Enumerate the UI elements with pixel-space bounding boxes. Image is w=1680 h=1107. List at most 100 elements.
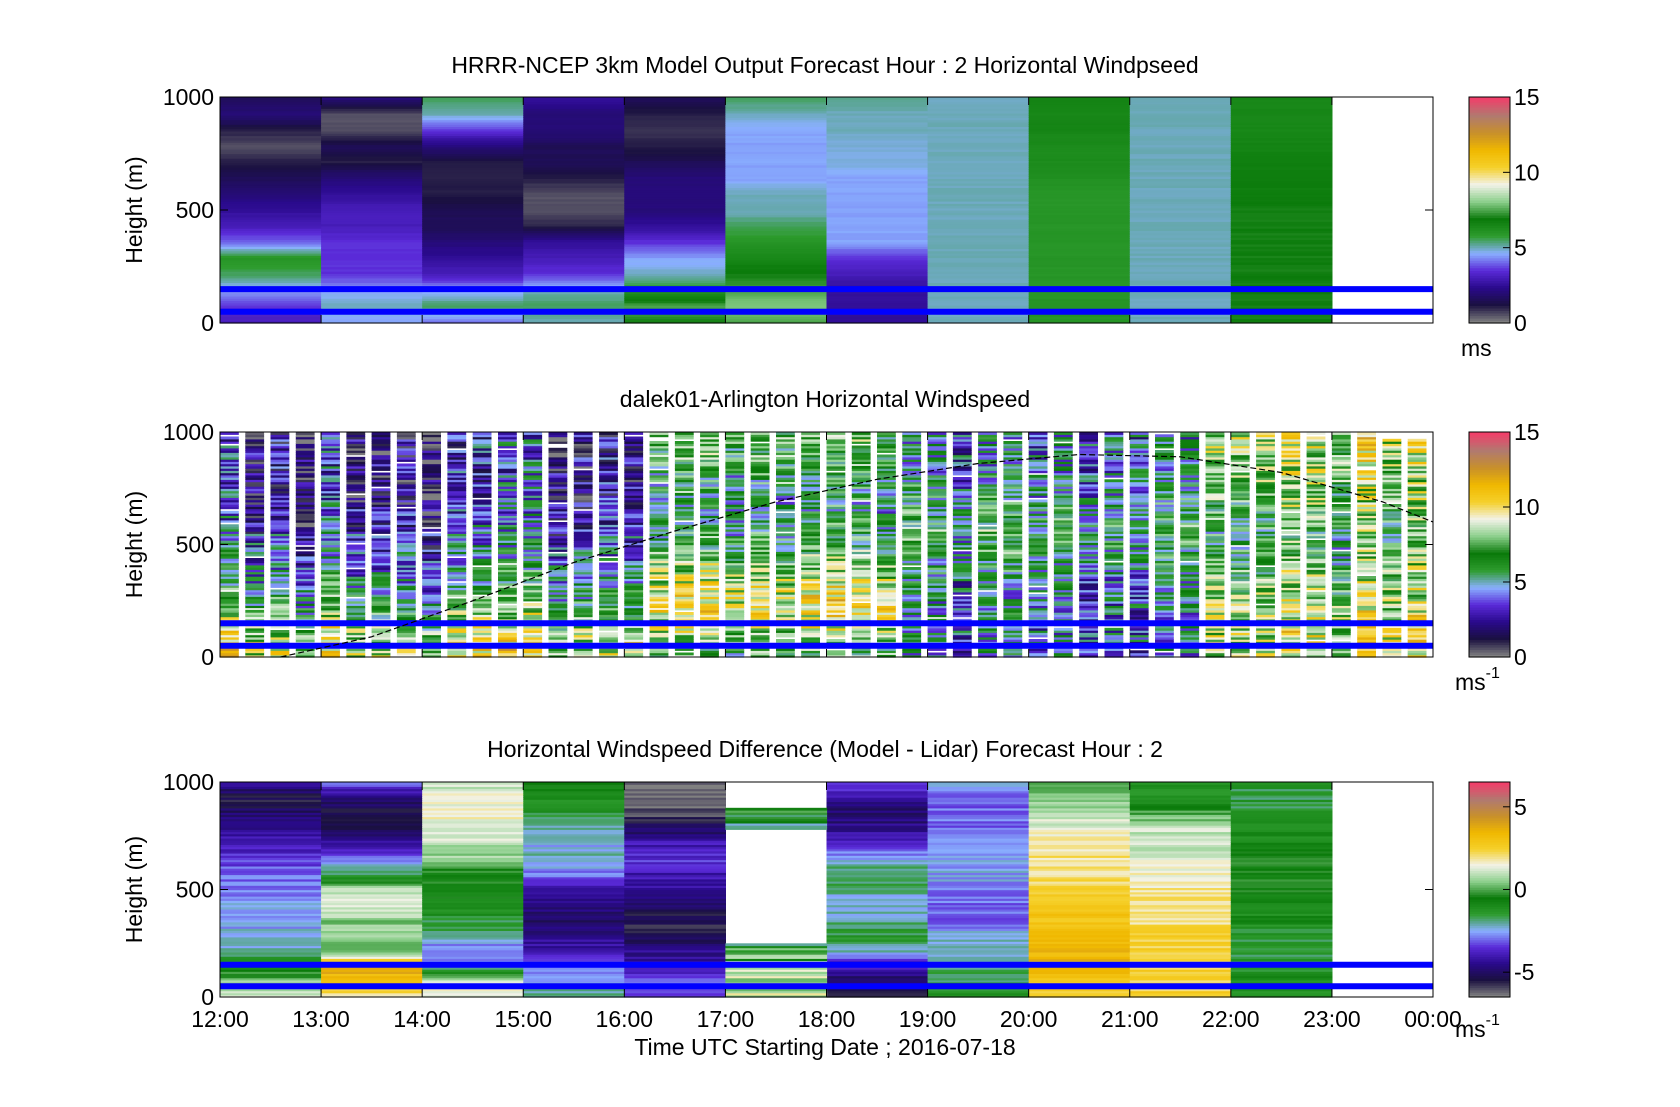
heatmap-cell — [852, 556, 871, 559]
heatmap-cell — [650, 610, 669, 613]
heatmap-cell — [447, 558, 466, 561]
heatmap-cell — [397, 464, 416, 467]
heatmap-cell — [1029, 587, 1048, 590]
heatmap-cell — [675, 441, 694, 444]
y-axis-label: Height (m) — [121, 156, 147, 263]
heatmap-cell — [271, 630, 290, 633]
heatmap-cell — [447, 599, 466, 602]
heatmap-cell — [1105, 563, 1124, 566]
heatmap-cell — [1155, 450, 1174, 453]
heatmap-cell — [978, 592, 997, 595]
heatmap-cell — [675, 522, 694, 525]
heatmap-cell — [422, 529, 441, 532]
heatmap-cell — [447, 583, 466, 586]
heatmap-cell — [574, 511, 593, 514]
y-tick-label: 0 — [201, 310, 214, 336]
heatmap-cell — [650, 441, 669, 444]
heatmap-cell — [675, 653, 694, 656]
heatmap-cell — [1180, 563, 1199, 566]
heatmap-cell — [675, 612, 694, 615]
heatmap-cell — [1003, 441, 1022, 444]
heatmap-cell — [624, 628, 643, 631]
heatmap-cell — [953, 477, 972, 480]
panel-title: HRRR-NCEP 3km Model Output Forecast Hour… — [451, 52, 1198, 78]
heatmap-cell — [245, 558, 264, 561]
heatmap-cell — [776, 502, 795, 505]
heatmap-cell — [346, 457, 365, 460]
heatmap-cell — [776, 533, 795, 536]
panel-title: dalek01-Arlington Horizontal Windspeed — [620, 386, 1030, 412]
heatmap-cell — [852, 446, 871, 449]
heatmap-cell — [776, 484, 795, 487]
heatmap-cell — [624, 437, 643, 440]
heatmap-cell — [852, 603, 871, 606]
heatmap-cell — [346, 545, 365, 548]
heatmap-cell — [372, 488, 391, 491]
heatmap-cell — [877, 628, 896, 631]
heatmap-cell — [372, 473, 391, 476]
panel-lidar: dalek01-Arlington Horizontal Windspeed 0… — [121, 386, 1540, 695]
heatmap-cell — [1105, 628, 1124, 631]
heatmap-cell — [498, 450, 517, 453]
heatmap-cell — [473, 500, 492, 503]
heatmap-cell — [523, 603, 542, 606]
heatmap-cell — [245, 610, 264, 613]
colorbar-tick-label: 0 — [1514, 310, 1527, 336]
heatmap-cell — [928, 653, 947, 656]
heatmap-cell — [549, 448, 568, 451]
heatmap-cell — [321, 637, 340, 640]
heatmap-cell — [827, 639, 846, 642]
heatmap-cell — [1029, 594, 1048, 597]
heatmap-cell — [220, 446, 239, 449]
heatmap-cell — [827, 650, 846, 653]
heatmap-cell — [346, 599, 365, 602]
heatmap-cell — [776, 639, 795, 642]
heatmap-cell — [1029, 639, 1048, 642]
y-tick-label: 500 — [176, 197, 214, 223]
heatmap-cell — [700, 538, 719, 541]
heatmap-cell — [422, 533, 441, 536]
heatmap-cell — [599, 558, 618, 561]
heatmap-cell — [1029, 475, 1048, 478]
heatmap-cell — [1054, 628, 1073, 631]
heatmap-cell — [751, 443, 770, 446]
heatmap-cell — [1003, 502, 1022, 505]
heatmap-cell — [1029, 500, 1048, 503]
heatmap-cell — [827, 473, 846, 476]
heatmap-cell — [902, 567, 921, 570]
colorbar-tick-label: 15 — [1514, 84, 1540, 110]
heatmap-cell — [953, 596, 972, 599]
heatmap-cell — [220, 592, 239, 595]
heatmap-cell — [776, 457, 795, 460]
heatmap-cell — [296, 551, 315, 554]
heatmap-cell — [549, 504, 568, 507]
heatmap-cell — [1105, 479, 1124, 482]
heatmap-cell — [549, 554, 568, 557]
heatmap-cell — [498, 565, 517, 568]
heatmap-cell — [473, 567, 492, 570]
heatmap-cell — [1155, 434, 1174, 437]
panel-model: HRRR-NCEP 3km Model Output Forecast Hour… — [121, 52, 1540, 361]
heatmap-cell — [650, 581, 669, 584]
heatmap-cell — [978, 527, 997, 530]
heatmap-cell — [953, 551, 972, 554]
heatmap-cell — [220, 524, 239, 527]
heatmap-cell — [1155, 653, 1174, 656]
heatmap-cell — [1130, 650, 1149, 653]
heatmap-cell — [902, 529, 921, 532]
heatmap-cell — [220, 437, 239, 440]
heatmap-cell — [599, 632, 618, 635]
heatmap-cell — [852, 466, 871, 469]
heatmap-cell — [776, 513, 795, 516]
heatmap-cell — [599, 563, 618, 566]
heatmap-cell — [498, 605, 517, 608]
heatmap-cell — [296, 547, 315, 550]
heatmap-cell — [877, 455, 896, 458]
heatmap-cell — [346, 495, 365, 498]
colorbar-tick-label: 5 — [1514, 235, 1527, 261]
heatmap-cell — [447, 450, 466, 453]
heatmap-cell — [397, 509, 416, 512]
